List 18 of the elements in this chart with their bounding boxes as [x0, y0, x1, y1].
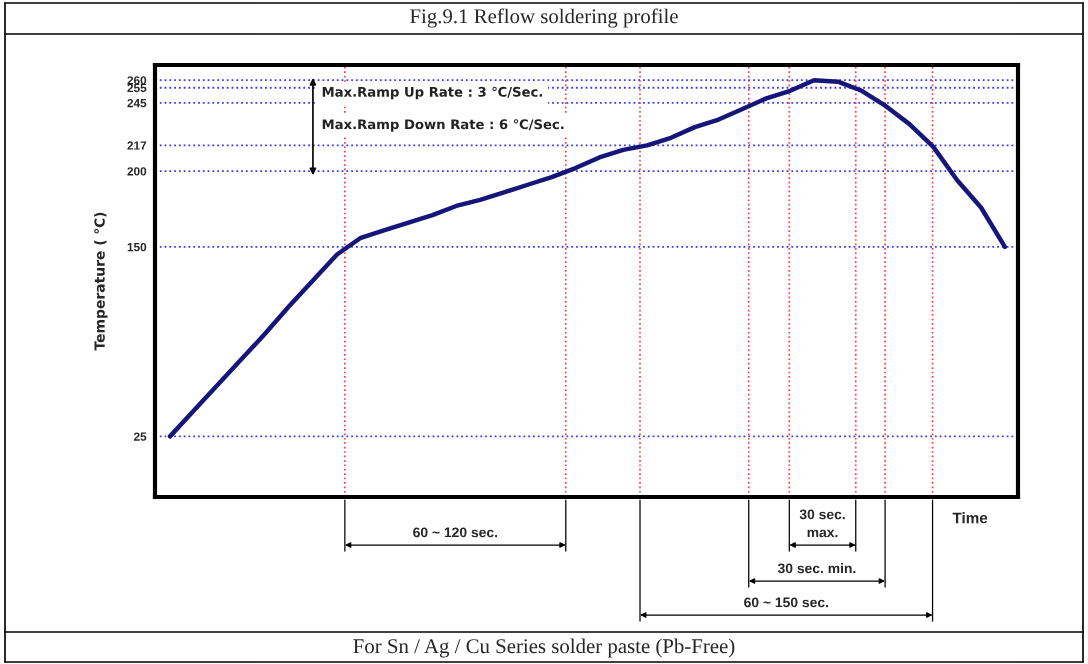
y-tick-label: 150: [127, 242, 147, 252]
text: 30 sec. min.: [777, 563, 856, 574]
y-tick-label: 255: [127, 83, 147, 93]
x-axis-title: Time: [952, 512, 988, 524]
text: 60 ~ 120 sec.: [413, 527, 498, 538]
annotation: Max.Ramp Down Rate : 6 ℃/Sec.: [322, 119, 564, 132]
line-series: [167, 77, 1008, 439]
y-tick-label: 245: [127, 98, 147, 108]
y-tick-label: 25: [133, 432, 147, 441]
y-tick-label: 200: [127, 167, 147, 176]
y-tick-label: 260: [127, 76, 147, 85]
text: 60 ~ 150 sec.: [744, 597, 828, 608]
text: 30 sec. max.: [799, 509, 845, 538]
text: For Sn / Ag / Cu Series solder paste (Pb-Free): [353, 638, 735, 658]
annotation: Max.Ramp Up Rate : 3 ℃/Sec.: [322, 86, 543, 100]
y-tick-label: 217: [127, 141, 147, 150]
chart-title: Fig.9.1 Reflow soldering profile: [410, 8, 678, 28]
y-axis-title: Temperature ( ℃): [94, 212, 108, 351]
